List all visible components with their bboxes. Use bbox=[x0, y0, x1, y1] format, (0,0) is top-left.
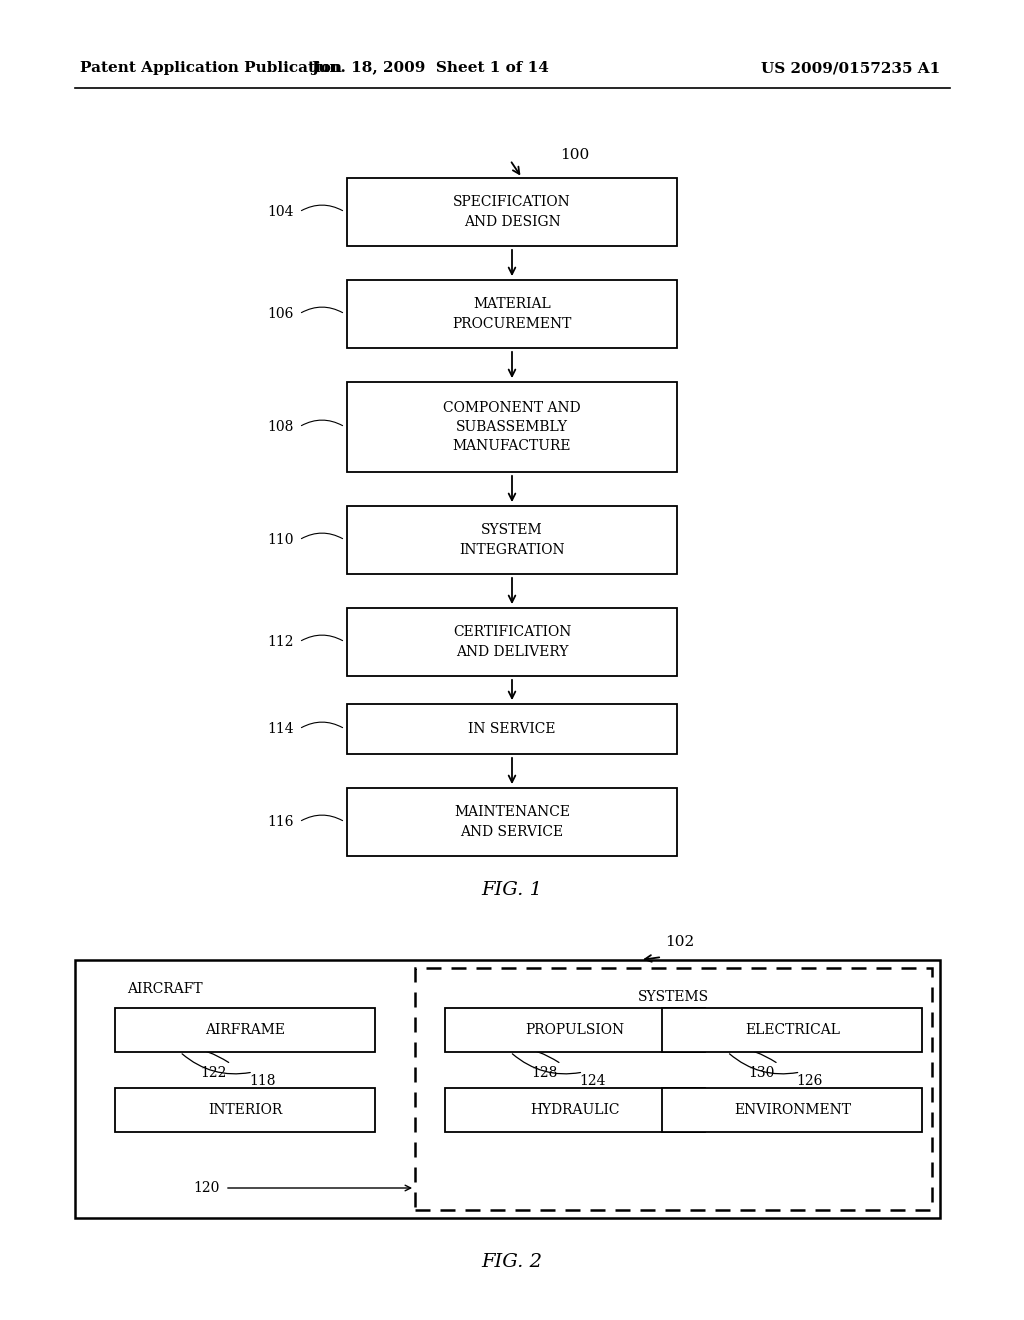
Text: CERTIFICATION
AND DELIVERY: CERTIFICATION AND DELIVERY bbox=[453, 626, 571, 659]
Text: COMPONENT AND
SUBASSEMBLY
MANUFACTURE: COMPONENT AND SUBASSEMBLY MANUFACTURE bbox=[443, 400, 581, 454]
Bar bbox=[115, 1088, 375, 1133]
Text: HYDRAULIC: HYDRAULIC bbox=[530, 1104, 620, 1117]
Text: SYSTEM
INTEGRATION: SYSTEM INTEGRATION bbox=[459, 523, 565, 557]
Bar bbox=[445, 1088, 706, 1133]
Text: ELECTRICAL: ELECTRICAL bbox=[744, 1023, 840, 1038]
Text: 100: 100 bbox=[560, 148, 589, 162]
Text: 120: 120 bbox=[194, 1181, 220, 1195]
Text: MATERIAL
PROCUREMENT: MATERIAL PROCUREMENT bbox=[453, 297, 571, 331]
Text: SPECIFICATION
AND DESIGN: SPECIFICATION AND DESIGN bbox=[454, 195, 570, 228]
Bar bbox=[415, 968, 932, 1210]
Text: 130: 130 bbox=[749, 1067, 774, 1080]
Text: 114: 114 bbox=[267, 722, 294, 737]
Bar bbox=[347, 704, 677, 754]
Text: 126: 126 bbox=[797, 1074, 823, 1088]
Text: 124: 124 bbox=[580, 1074, 606, 1088]
Bar bbox=[347, 381, 677, 473]
Text: 106: 106 bbox=[267, 308, 294, 321]
Bar bbox=[115, 1008, 375, 1052]
Text: FIG. 1: FIG. 1 bbox=[481, 880, 543, 899]
Bar bbox=[347, 609, 677, 676]
Text: 104: 104 bbox=[267, 205, 294, 219]
Text: IN SERVICE: IN SERVICE bbox=[468, 722, 556, 737]
Text: 108: 108 bbox=[267, 420, 294, 434]
Bar bbox=[347, 506, 677, 574]
Text: 116: 116 bbox=[267, 814, 294, 829]
Bar bbox=[663, 1088, 923, 1133]
Text: 112: 112 bbox=[267, 635, 294, 649]
Text: 102: 102 bbox=[665, 935, 694, 949]
Text: SYSTEMS: SYSTEMS bbox=[638, 990, 709, 1005]
Text: ENVIRONMENT: ENVIRONMENT bbox=[734, 1104, 851, 1117]
Bar bbox=[663, 1008, 923, 1052]
Text: PROPULSION: PROPULSION bbox=[525, 1023, 625, 1038]
Text: FIG. 2: FIG. 2 bbox=[481, 1253, 543, 1271]
Bar bbox=[347, 788, 677, 855]
Text: AIRFRAME: AIRFRAME bbox=[205, 1023, 285, 1038]
Text: Jun. 18, 2009  Sheet 1 of 14: Jun. 18, 2009 Sheet 1 of 14 bbox=[311, 61, 549, 75]
Text: 128: 128 bbox=[530, 1067, 557, 1080]
Bar bbox=[75, 960, 940, 1218]
Bar bbox=[347, 178, 677, 246]
Text: 122: 122 bbox=[201, 1067, 227, 1080]
Text: AIRCRAFT: AIRCRAFT bbox=[127, 982, 203, 997]
Text: US 2009/0157235 A1: US 2009/0157235 A1 bbox=[761, 61, 940, 75]
Text: Patent Application Publication: Patent Application Publication bbox=[80, 61, 342, 75]
Text: 110: 110 bbox=[267, 533, 294, 546]
Text: MAINTENANCE
AND SERVICE: MAINTENANCE AND SERVICE bbox=[454, 805, 570, 838]
Text: 118: 118 bbox=[249, 1074, 275, 1088]
Bar bbox=[347, 280, 677, 348]
Text: INTERIOR: INTERIOR bbox=[208, 1104, 283, 1117]
Bar bbox=[445, 1008, 706, 1052]
